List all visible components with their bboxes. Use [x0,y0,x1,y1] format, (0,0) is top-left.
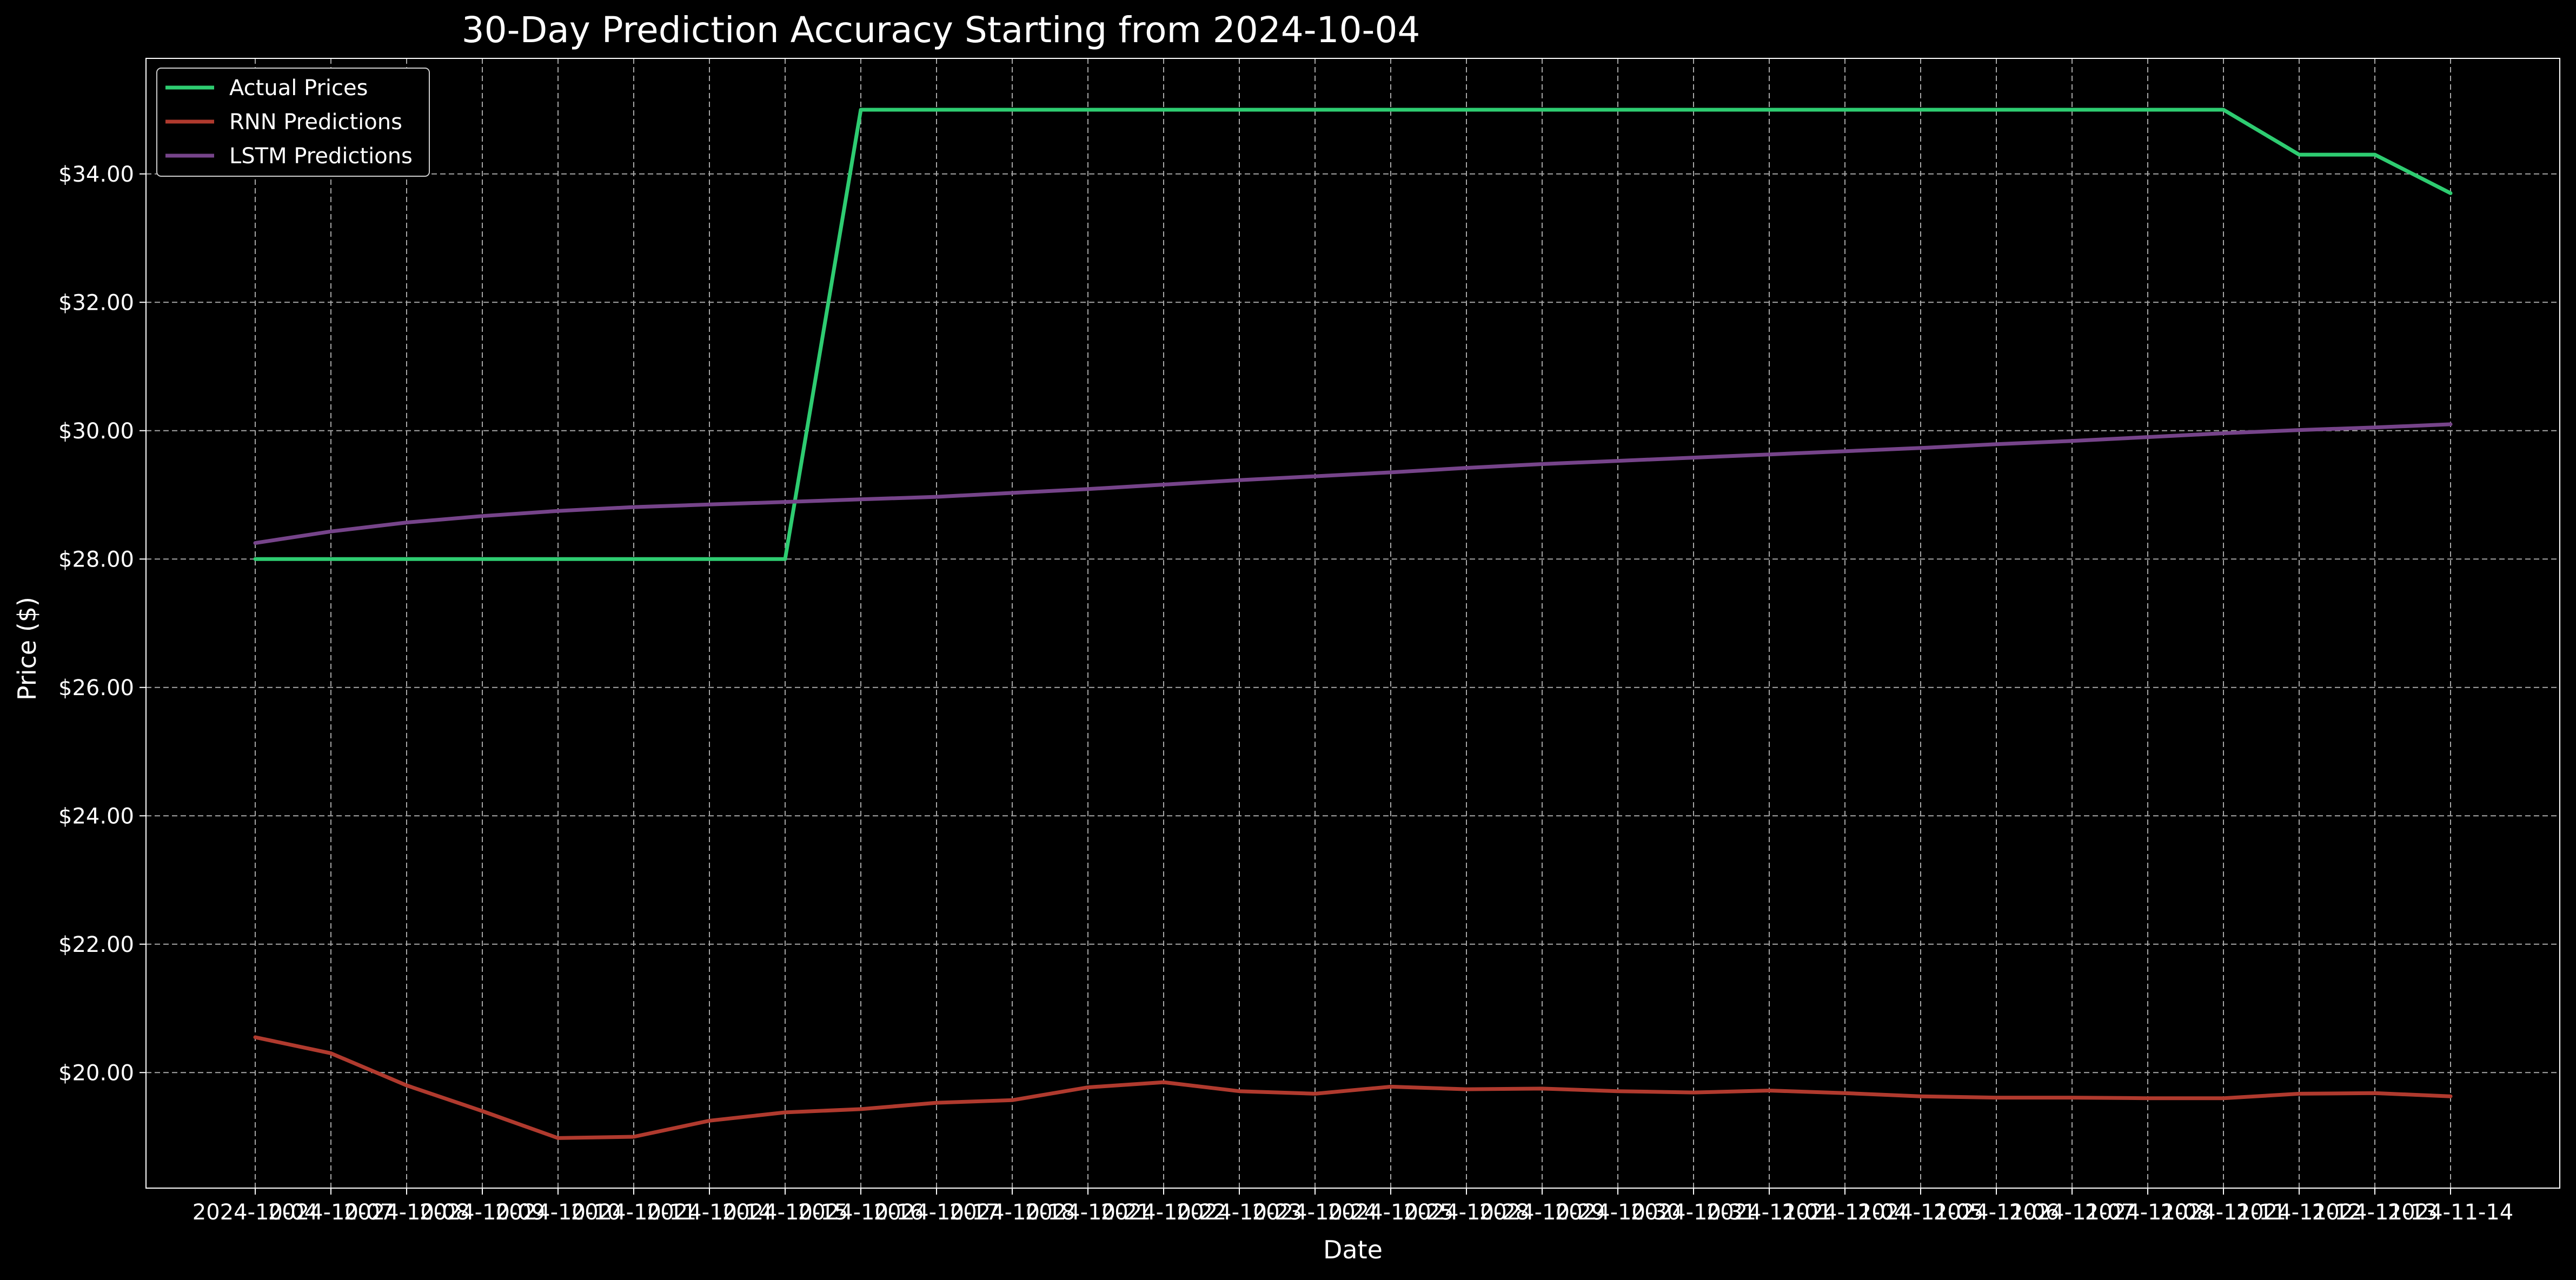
x-tick-label: 2024-11-08 [2085,1200,2210,1225]
y-tick-label: $22.00 [58,932,134,957]
y-tick-label: $24.00 [58,804,134,829]
x-tick-label: 2024-10-14 [647,1200,772,1225]
x-tick-label: 2024-10-07 [268,1200,394,1225]
x-tick-label: 2024-10-17 [874,1200,999,1225]
x-axis-label: Date [1323,1235,1383,1264]
x-tick-label: 2024-10-15 [722,1200,848,1225]
x-tick-label: 2024-10-23 [1177,1200,1302,1225]
legend-label-0: Actual Prices [229,76,368,101]
y-tick-label: $28.00 [58,547,134,572]
x-tick-label: 2024-10-11 [571,1200,696,1225]
x-tick-label: 2024-10-30 [1555,1200,1681,1225]
x-tick-label: 2024-10-10 [495,1200,621,1225]
x-tick-label: 2024-10-22 [1101,1200,1226,1225]
x-tick-label: 2024-10-31 [1631,1200,1756,1225]
y-tick-label: $26.00 [58,676,134,701]
y-axis: $20.00 $22.00 $24.00 $26.00 $28.00 $30.00 $32.… [58,162,146,1085]
x-tick-label: 2024-10-08 [344,1200,469,1225]
legend-label-1: RNN Predictions [229,110,402,135]
x-tick-label: 2024-10-04 [192,1200,318,1225]
plot-frame [145,58,2560,1189]
series-lines [253,108,2453,1140]
grid [146,58,2560,1188]
x-tick-label: 2024-11-05 [1858,1200,1983,1225]
x-tick-label: 2024-10-25 [1328,1200,1453,1225]
x-tick-label: 2024-10-18 [950,1200,1075,1225]
legend-box [156,68,430,177]
y-tick-label: $30.00 [58,419,134,444]
y-axis-label: Price ($) [12,597,42,701]
x-tick-label: 2024-11-06 [1934,1200,2059,1225]
x-tick-label: 2024-11-12 [2236,1200,2362,1225]
series-line-2 [253,422,2453,545]
y-tick-label: $32.00 [58,290,134,315]
chart-title: 30-Day Prediction Accuracy Starting from… [462,9,1420,51]
x-tick-label: 2024-10-24 [1252,1200,1378,1225]
x-tick-label: 2024-10-29 [1479,1200,1605,1225]
x-tick-label: 2024-11-07 [2009,1200,2135,1225]
x-axis: 2024-10-042024-10-072024-10-082024-10-09… [192,1188,2513,1225]
x-tick-label: 2024-10-16 [798,1200,924,1225]
x-tick-label: 2024-11-01 [1707,1200,1832,1225]
x-tick-label: 2024-10-28 [1404,1200,1529,1225]
legend-label-2: LSTM Predictions [229,144,413,169]
x-tick-label: 2024-11-11 [2161,1200,2286,1225]
legend: Actual Prices RNN Predictions LSTM Predict… [156,68,430,177]
y-tick-label: $20.00 [58,1061,134,1085]
x-tick-label: 2024-10-21 [1025,1200,1151,1225]
x-tick-label: 2024-11-04 [1782,1200,1908,1225]
series-line-0 [253,108,2453,561]
x-tick-label: 2024-11-14 [2388,1200,2513,1225]
x-tick-label: 2024-11-13 [2312,1200,2438,1225]
x-tick-label: 2024-10-09 [420,1200,545,1225]
series-line-1 [253,1035,2453,1140]
y-tick-label: $34.00 [58,162,134,187]
